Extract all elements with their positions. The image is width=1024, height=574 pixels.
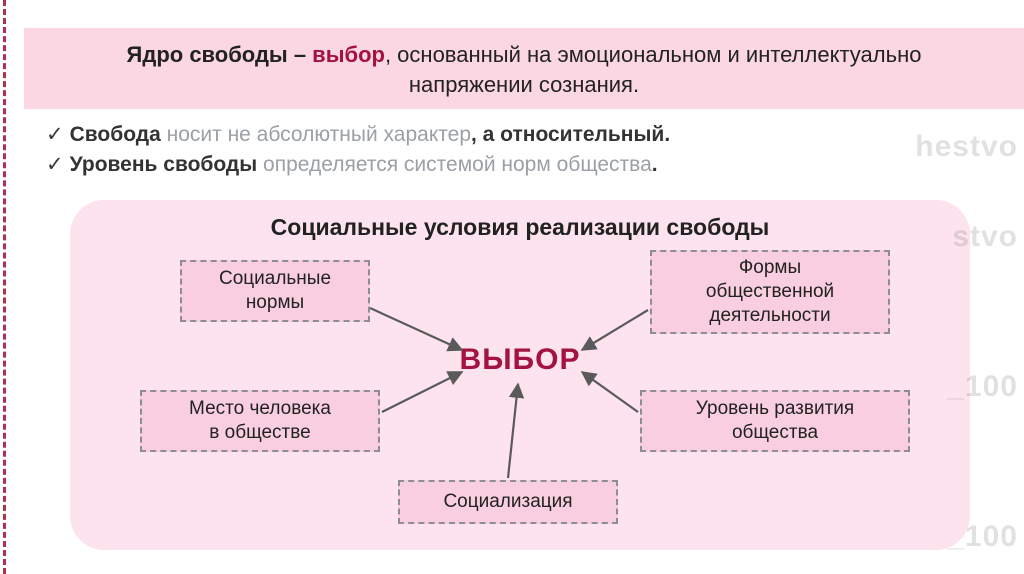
bullet-list: ✓ Свобода носит не абсолютный характер, а… [46, 120, 1004, 181]
header-band: Ядро свободы – выбор, основанный на эмоц… [24, 28, 1024, 109]
diagram-edge [370, 308, 462, 350]
diagram-node: Формыобщественнойдеятельности [650, 250, 890, 334]
bullet-gray: определяется системой норм общества [263, 153, 652, 176]
diagram-edge [508, 384, 518, 478]
diagram-edge [382, 372, 462, 412]
watermark: stvo [952, 220, 1018, 254]
diagram-node: Социальныенормы [180, 260, 370, 322]
watermark: _100 [947, 370, 1018, 404]
bullet-bold: Уровень свободы [70, 153, 263, 176]
bullet-bold: Свобода [70, 123, 161, 146]
diagram-edge [582, 310, 648, 350]
diagram-node: Место человекав обществе [140, 390, 380, 452]
bullet-gray: носит не абсолютный характер [161, 123, 471, 146]
bullet-bold-tail: . [652, 153, 658, 176]
bullet-item: ✓ Свобода носит не абсолютный характер, а… [46, 120, 1004, 150]
header-prefix: Ядро свободы – [127, 42, 313, 67]
diagram-panel: Социальные условия реализации свободы ВЫ… [70, 200, 970, 550]
diagram-node: Уровень развитияобщества [640, 390, 910, 452]
diagram-title: Социальные условия реализации свободы [70, 214, 970, 241]
check-icon: ✓ [46, 123, 64, 146]
header-rest1: , основанный на эмоциональном и интеллек… [385, 42, 922, 67]
watermark: _100 [947, 520, 1018, 554]
diagram-node: Социализация [398, 480, 618, 524]
bullet-bold-tail: , а относительный. [471, 123, 670, 146]
header-rest2: напряжении сознания. [409, 72, 639, 97]
bullet-item: ✓ Уровень свободы определяется системой н… [46, 150, 1004, 180]
left-dashed-border [0, 0, 6, 574]
check-icon: ✓ [46, 153, 64, 176]
diagram-edge [582, 372, 638, 412]
header-emphasis: выбор [312, 42, 385, 67]
watermark: hestvo [915, 130, 1018, 164]
diagram-center-word: ВЫБОР [460, 343, 581, 377]
